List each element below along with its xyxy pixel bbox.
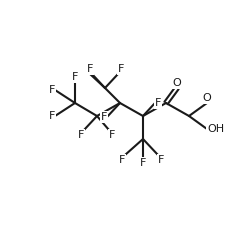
Text: O: O (173, 78, 181, 88)
Text: OH: OH (207, 124, 224, 134)
Text: F: F (78, 130, 84, 140)
Text: O: O (203, 93, 211, 103)
Text: F: F (49, 85, 55, 95)
Text: F: F (119, 155, 125, 165)
Text: F: F (140, 158, 146, 168)
Text: F: F (87, 64, 93, 74)
Text: F: F (118, 64, 124, 74)
Text: F: F (155, 98, 161, 108)
Text: F: F (158, 155, 164, 165)
Text: F: F (109, 130, 115, 140)
Text: F: F (49, 111, 55, 121)
Text: F: F (72, 72, 78, 82)
Text: F: F (86, 64, 92, 74)
Text: F: F (101, 112, 107, 122)
